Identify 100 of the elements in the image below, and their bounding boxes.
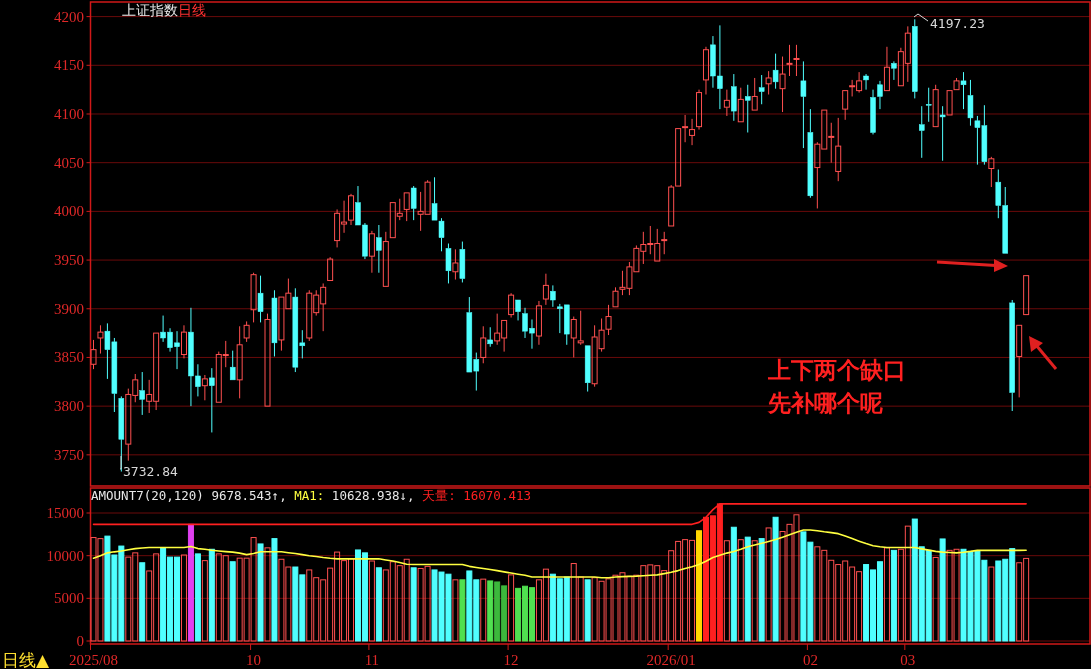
candlestick	[737, 87, 744, 123]
candlestick	[209, 367, 215, 433]
candlestick	[201, 374, 208, 401]
candlestick	[793, 44, 800, 77]
candlestick	[577, 310, 584, 346]
x-tick-label: 02	[802, 652, 818, 668]
y-tick-label: 10000	[46, 547, 84, 564]
candlestick	[744, 84, 751, 133]
annotation: 10628.938↓,	[331, 488, 415, 503]
bar	[988, 566, 995, 642]
x-tick-label: 11	[364, 652, 380, 668]
candlestick	[382, 231, 389, 287]
candlestick	[1016, 324, 1023, 398]
y-tick-label: 4000	[54, 203, 84, 220]
bar	[751, 540, 758, 642]
candlestick	[180, 324, 187, 359]
bar	[932, 556, 939, 642]
candlestick	[870, 89, 876, 135]
candlestick	[452, 248, 459, 281]
candlestick	[842, 90, 849, 121]
bar	[208, 548, 215, 642]
bar	[765, 527, 772, 642]
candlestick	[731, 73, 737, 122]
candlestick	[723, 89, 730, 117]
y-tick-label: 4200	[54, 8, 84, 25]
series-label: 天量:	[422, 488, 464, 503]
candlestick	[368, 230, 375, 274]
candlestick	[1023, 275, 1030, 316]
y-tick-label: 4050	[54, 154, 84, 171]
bar	[452, 579, 459, 642]
candlestick	[236, 325, 243, 399]
candlestick	[925, 87, 932, 123]
bar	[487, 580, 494, 642]
bar	[257, 543, 264, 642]
bar	[696, 530, 703, 642]
candlestick	[376, 224, 382, 274]
x-tick-label: 10	[246, 652, 262, 668]
y-tick-label: 0	[76, 633, 84, 650]
bar	[730, 526, 737, 642]
bar	[139, 562, 146, 642]
candlestick	[229, 350, 236, 381]
bar	[744, 536, 751, 642]
bar	[180, 554, 187, 642]
y-tick-label: 3750	[54, 446, 84, 463]
bar	[508, 574, 515, 642]
bar	[410, 567, 417, 642]
text: MA1:	[294, 488, 332, 503]
bar	[271, 538, 278, 642]
candlestick	[515, 299, 521, 321]
candlestick	[758, 74, 765, 105]
bar	[194, 553, 201, 642]
candlestick	[863, 73, 869, 91]
candlestick	[807, 108, 814, 199]
candlestick	[542, 273, 549, 306]
candlestick	[257, 275, 264, 323]
bar	[584, 579, 591, 642]
candlestick	[751, 77, 758, 111]
candlestick	[786, 44, 793, 77]
y-tick-label: 4100	[54, 105, 84, 122]
candlestick	[348, 193, 355, 226]
candlestick	[487, 326, 493, 348]
bar	[939, 538, 946, 642]
candlestick	[891, 60, 897, 81]
candlestick	[835, 117, 842, 182]
annotation: 先补哪个呢	[767, 390, 883, 416]
y-tick-label: 3900	[54, 300, 84, 317]
bar	[229, 561, 236, 642]
annotation: 上下两个缺口	[767, 357, 906, 383]
candlestick	[946, 90, 953, 116]
bar	[459, 579, 466, 642]
candlestick	[682, 114, 689, 143]
candlestick	[918, 105, 925, 159]
candlestick	[139, 371, 145, 416]
candlestick	[877, 80, 883, 110]
text: 日线▲	[2, 650, 50, 669]
y-tick-label: 3850	[54, 349, 84, 366]
x-tick-label: 2025/08	[68, 652, 119, 668]
bar	[737, 539, 744, 642]
bar	[772, 516, 779, 642]
x-tick-label: 12	[503, 652, 519, 668]
candlestick	[689, 118, 696, 146]
y-tick-label: 3950	[54, 252, 84, 269]
candlestick	[800, 60, 807, 149]
bar	[368, 560, 375, 642]
y-tick-label: 4150	[54, 57, 84, 74]
bar	[187, 523, 194, 642]
candlestick	[696, 89, 703, 131]
candlestick	[327, 256, 334, 282]
chart-title: AMOUNT7(20,120)	[91, 488, 204, 503]
bar	[201, 560, 208, 642]
bar	[890, 549, 897, 642]
bar	[883, 547, 890, 642]
y-tick-label: 15000	[46, 505, 84, 521]
bar	[758, 538, 765, 642]
candlestick	[535, 300, 542, 346]
annotation: 9678.543↑,	[203, 488, 287, 503]
candlestick	[702, 46, 709, 96]
bar	[480, 578, 487, 642]
candlestick	[403, 192, 410, 222]
annotation: 4197.23	[930, 16, 985, 31]
